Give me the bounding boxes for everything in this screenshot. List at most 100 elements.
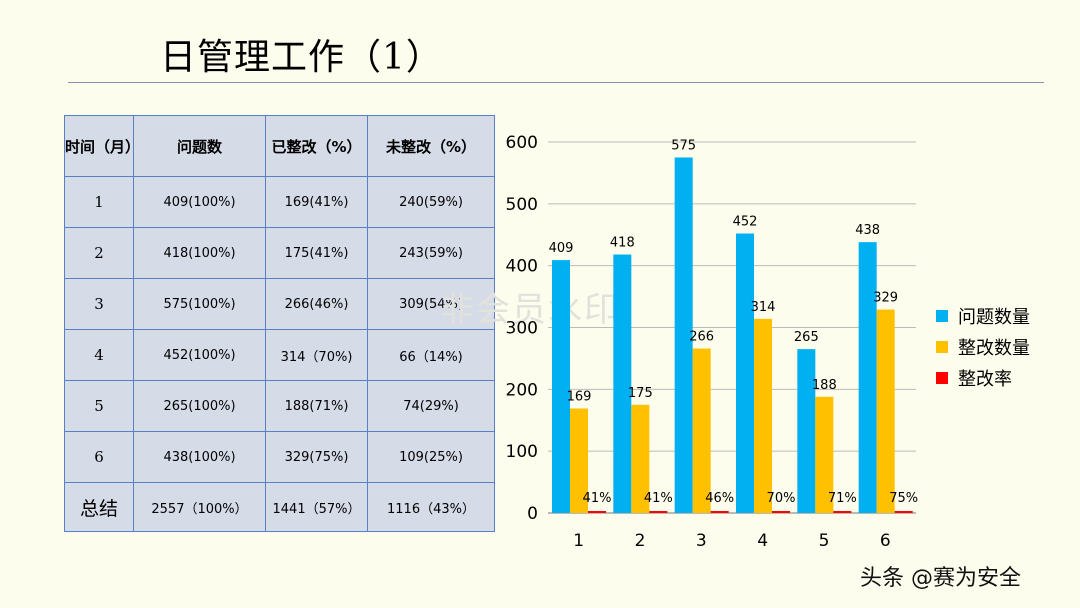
x-tick-label: 3 — [696, 531, 707, 551]
legend-label-rate: 整改率 — [958, 368, 1012, 390]
bar-rate — [833, 511, 852, 513]
data-label-rectified: 314 — [751, 300, 776, 315]
data-label-issues: 452 — [733, 215, 758, 230]
x-tick-label: 4 — [757, 531, 768, 551]
data-label-issues: 438 — [855, 223, 880, 238]
cell-month: 5 — [64, 380, 134, 432]
data-label-rectified: 188 — [812, 378, 837, 393]
data-label-rectified: 175 — [628, 386, 653, 401]
bar-rate — [588, 511, 606, 513]
legend-swatch-rate — [936, 371, 948, 384]
cell-rectified: 188(71%) — [265, 380, 368, 432]
table-row: 3 575(100%) 266(46%) 309(54%) — [64, 278, 495, 330]
data-label-rate: 75% — [889, 491, 918, 506]
bar-issues — [736, 233, 754, 513]
bar-rectified — [876, 309, 895, 513]
bar-rectified — [692, 348, 711, 513]
cell-issues: 452(100%) — [133, 329, 266, 381]
bar-issues — [797, 349, 816, 513]
cell-total-rectified: 1441（57%） — [265, 482, 368, 532]
cell-month: 1 — [64, 176, 134, 228]
data-label-rate: 41% — [644, 491, 673, 506]
table-row: 2 418(100%) 175(41%) 243(59%) — [64, 227, 495, 279]
cell-rectified: 329(75%) — [265, 431, 368, 483]
title-divider — [68, 82, 1044, 83]
data-label-rate: 71% — [828, 491, 857, 506]
bar-chart: 0 100 200 300 400 500 600 1 409 169 41% 2 418 175 41% 3… — [506, 133, 919, 551]
table-row: 4 452(100%) 314（70%) 66（14%) — [64, 329, 495, 381]
cell-unrectified: 66（14%) — [367, 329, 495, 381]
cell-unrectified: 74(29%) — [367, 380, 495, 432]
legend-label-issues: 问题数量 — [958, 306, 1030, 328]
bar-rate — [894, 511, 913, 513]
cell-unrectified: 243(59%) — [367, 227, 495, 279]
cell-total-issues: 2557（100%） — [133, 482, 266, 532]
cell-issues: 409(100%) — [133, 176, 266, 228]
y-tick-label: 100 — [506, 442, 538, 462]
cell-rectified: 314（70%) — [265, 329, 368, 381]
cell-issues: 575(100%) — [133, 278, 266, 330]
table-row: 6 438(100%) 329(75%) 109(25%) — [64, 431, 495, 483]
cell-unrectified: 240(59%) — [367, 176, 495, 228]
header-unrectified: 未整改（%） — [367, 115, 495, 177]
y-tick-label: 600 — [506, 133, 538, 153]
data-label-rate: 46% — [705, 491, 734, 506]
cell-issues: 418(100%) — [133, 227, 266, 279]
header-month: 时间（月） — [64, 115, 140, 177]
legend-item: 整改数量 — [936, 331, 1030, 362]
bar-rectified — [570, 408, 588, 513]
legend-swatch-issues — [936, 309, 948, 322]
data-label-rate: 41% — [583, 491, 612, 506]
cell-issues: 265(100%) — [133, 380, 266, 432]
header-issues: 问题数 — [133, 115, 266, 177]
y-tick-label: 300 — [506, 319, 538, 339]
cell-month: 6 — [64, 431, 134, 483]
rectification-table: 时间（月） 问题数 已整改（%） 未整改（%） 1 409(100%) 169(… — [64, 115, 495, 532]
y-tick-label: 200 — [506, 380, 538, 400]
bar-rate — [649, 511, 668, 513]
cell-rectified: 169(41%) — [265, 176, 368, 228]
y-tick-label: 400 — [506, 257, 538, 277]
legend-label-rectified: 整改数量 — [958, 337, 1030, 359]
cell-issues: 438(100%) — [133, 431, 266, 483]
legend-item: 问题数量 — [936, 300, 1030, 331]
bar-rate — [772, 511, 790, 513]
bar-rectified — [815, 396, 834, 513]
legend-swatch-rectified — [936, 340, 948, 353]
table-header-row: 时间（月） 问题数 已整改（%） 未整改（%） — [64, 115, 495, 177]
source-credit: 头条 @赛为安全 — [860, 566, 1021, 591]
data-label-rectified: 266 — [689, 330, 714, 345]
cell-unrectified: 109(25%) — [367, 431, 495, 483]
data-label-rate: 70% — [767, 491, 796, 506]
y-tick-label: 0 — [527, 504, 538, 524]
cell-total-unrectified: 1116（43%） — [367, 482, 495, 532]
data-label-issues: 418 — [610, 236, 635, 251]
bar-issues — [674, 157, 693, 514]
data-label-rectified: 169 — [567, 390, 592, 405]
legend-item: 整改率 — [936, 362, 1030, 393]
data-label-issues: 575 — [671, 138, 696, 153]
data-label-issues: 409 — [549, 241, 574, 256]
bar-issues — [613, 254, 632, 513]
header-rectified: 已整改（%） — [265, 115, 368, 177]
table-total-row: 总结 2557（100%） 1441（57%） 1116（43%） — [64, 482, 495, 532]
x-tick-label: 5 — [819, 531, 830, 551]
chart-legend: 问题数量 整改数量 整改率 — [936, 300, 1030, 393]
bar-issues — [552, 260, 570, 513]
cell-rectified: 266(46%) — [265, 278, 368, 330]
x-tick-label: 1 — [573, 531, 584, 551]
x-tick-label: 2 — [635, 531, 646, 551]
cell-rectified: 175(41%) — [265, 227, 368, 279]
bar-issues — [858, 242, 877, 514]
bar-rectified — [754, 318, 772, 513]
bar-rectified — [631, 404, 650, 513]
cell-unrectified: 309(54%) — [367, 278, 495, 330]
page-title: 日管理工作（1） — [160, 37, 443, 78]
cell-total-label: 总结 — [64, 482, 134, 532]
bar-rate — [710, 511, 729, 513]
cell-month: 4 — [64, 329, 134, 381]
x-tick-label: 6 — [880, 531, 891, 551]
cell-month: 2 — [64, 227, 134, 279]
table-row: 1 409(100%) 169(41%) 240(59%) — [64, 176, 495, 228]
y-tick-label: 500 — [506, 195, 538, 215]
